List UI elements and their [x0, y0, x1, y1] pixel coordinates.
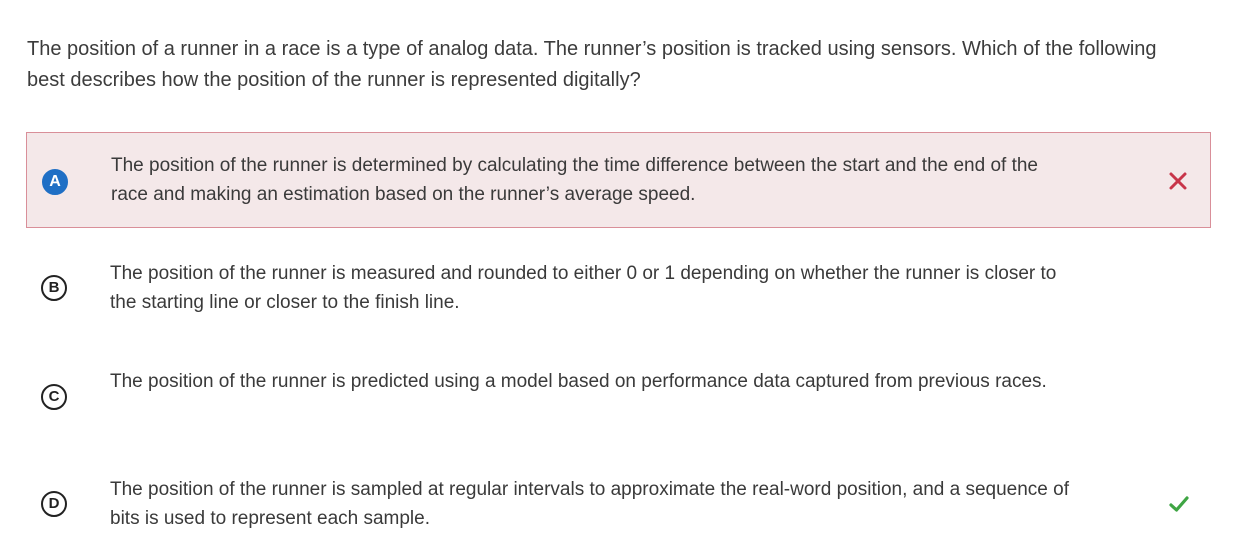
check-mark-icon [1169, 496, 1189, 512]
answer-option-d[interactable]: D The position of the runner is sampled … [26, 460, 1211, 550]
option-text-b: The position of the runner is measured a… [110, 263, 1057, 313]
option-text-d: The position of the runner is sampled at… [110, 479, 1069, 529]
option-text-c: The position of the runner is predicted … [110, 371, 1047, 392]
option-letter-badge-c: C [41, 384, 67, 410]
answer-option-a[interactable]: A The position of the runner is determin… [26, 132, 1211, 228]
option-letter-badge-b: B [41, 275, 67, 301]
answer-option-b[interactable]: B The position of the runner is measured… [26, 244, 1211, 334]
option-text-a: The position of the runner is determined… [111, 155, 1039, 205]
question-text: The position of a runner in a race is a … [27, 38, 1157, 91]
x-mark-icon [1169, 172, 1187, 190]
option-letter-badge-a: A [42, 169, 68, 195]
option-letter-badge-d: D [41, 491, 67, 517]
answer-option-c[interactable]: C The position of the runner is predicte… [26, 352, 1211, 442]
